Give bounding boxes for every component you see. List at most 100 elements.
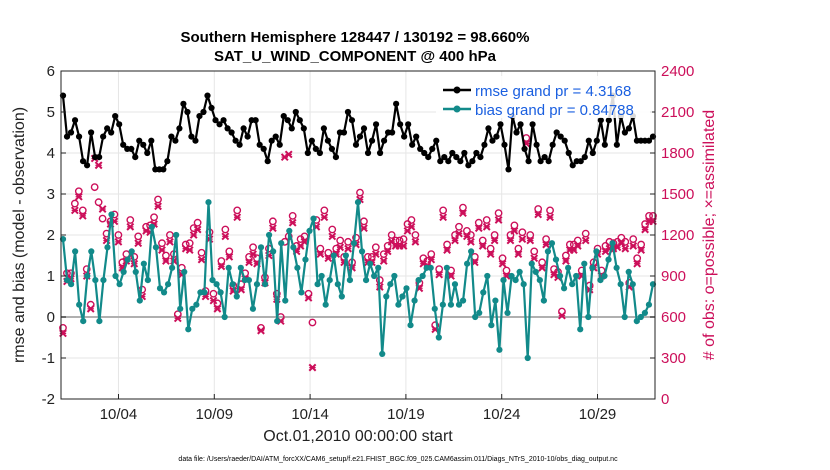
obs-assimilated-point	[407, 222, 416, 231]
obs-assimilated-point	[399, 242, 408, 250]
obs-assimilated-point	[114, 237, 123, 246]
bias-point	[435, 334, 442, 341]
rmse-point	[260, 145, 267, 152]
bias-point	[427, 264, 434, 271]
obs-assimilated-point	[360, 224, 368, 233]
obs-possible-point	[633, 254, 642, 263]
obs-possible-point	[459, 203, 467, 212]
obs-assimilated-point	[249, 250, 257, 259]
bias-point	[88, 248, 95, 255]
y-right-tick-label: 2400	[661, 63, 694, 80]
y-tick-label: 3	[47, 186, 55, 203]
bias-point	[322, 301, 329, 308]
bias-point	[96, 318, 103, 325]
rmse-point	[481, 141, 488, 148]
obs-possible-point	[538, 258, 547, 267]
rmse-point	[537, 158, 544, 165]
bias-point	[645, 301, 653, 308]
rmse-point	[517, 121, 524, 128]
bias-point	[76, 301, 83, 308]
obs-assimilated-point	[526, 236, 535, 245]
obs-assimilated-point	[478, 242, 487, 250]
bias-point	[213, 281, 220, 288]
obs-assimilated-point	[538, 263, 547, 272]
obs-possible-point	[645, 211, 653, 220]
bias-point	[120, 268, 127, 275]
obs-possible-point	[371, 243, 380, 252]
y-right-tick-label: 600	[661, 309, 686, 326]
obs-assimilated-point	[185, 246, 194, 254]
obs-possible-point	[641, 220, 649, 228]
bias-point	[217, 289, 224, 296]
rmse-point	[216, 121, 223, 128]
obs-possible-point	[98, 214, 107, 223]
obs-assimilated-point	[126, 222, 135, 231]
bias-point	[302, 256, 309, 263]
obs-possible-point	[336, 236, 345, 245]
bias-point	[160, 289, 168, 296]
bias-point	[245, 277, 252, 284]
rmse-point	[71, 117, 79, 124]
obs-assimilated-point	[154, 202, 162, 211]
obs-possible-point	[518, 228, 527, 237]
obs-possible-point	[360, 217, 368, 226]
rmse-point	[393, 100, 400, 107]
obs-assimilated-point	[217, 262, 226, 271]
rmse-point	[196, 113, 203, 120]
obs-assimilated-point	[308, 363, 317, 372]
obs-assimilated-point	[213, 304, 222, 313]
rmse-point	[312, 145, 319, 152]
bias-point	[605, 256, 612, 263]
obs-possible-point	[403, 220, 412, 228]
rmse-point	[368, 137, 376, 144]
legend-rmse-marker	[453, 86, 461, 94]
obs-possible-point	[221, 225, 230, 234]
obs-possible-point	[514, 244, 523, 253]
obs-possible-point	[462, 226, 471, 235]
obs-assimilated-point	[134, 239, 143, 248]
obs-possible-point	[233, 206, 242, 215]
bias-point	[72, 248, 79, 255]
rmse-point	[128, 145, 135, 152]
obs-assimilated-point	[209, 296, 218, 305]
legend-box	[436, 76, 652, 118]
rmse-point	[232, 137, 239, 144]
rmse-point	[356, 133, 364, 140]
obs-possible-point	[74, 187, 83, 196]
obs-assimilated-point	[546, 213, 554, 222]
obs-possible-point	[506, 231, 515, 239]
bias-point	[496, 346, 503, 353]
bias-point	[201, 289, 208, 296]
bias-point	[464, 260, 471, 267]
obs-possible-point	[70, 199, 79, 208]
rmse-point	[220, 117, 227, 124]
bias-point	[617, 281, 624, 288]
obs-assimilated-point	[316, 250, 325, 259]
obs-assimilated-point	[558, 311, 566, 320]
bias-point	[261, 281, 269, 288]
bias-point	[585, 313, 592, 321]
obs-possible-point	[502, 266, 511, 275]
bias-point	[552, 256, 560, 263]
rmse-point	[561, 137, 568, 144]
bias-point	[629, 281, 636, 288]
footnote: data file: /Users/raeder/DAI/ATM_forcXX/…	[178, 456, 618, 463]
rmse-point	[63, 133, 71, 140]
bias-point	[560, 285, 568, 292]
y-tick-label: -1	[42, 350, 55, 367]
bias-point	[278, 240, 285, 247]
bias-point	[108, 211, 115, 218]
obs-possible-point	[94, 198, 103, 207]
obs-assimilated-point	[94, 161, 103, 170]
bias-point	[407, 322, 414, 329]
rmse-point	[67, 129, 75, 136]
rmse-point	[529, 121, 536, 128]
bias-point	[601, 272, 608, 280]
y-tick-label: 4	[47, 145, 55, 162]
bias-point	[484, 272, 491, 280]
rmse-point	[204, 92, 211, 99]
obs-assimilated-series	[59, 139, 657, 372]
x-tick-label: 10/29	[579, 406, 617, 423]
obs-assimilated-point	[581, 236, 590, 245]
bias-point	[528, 260, 535, 267]
